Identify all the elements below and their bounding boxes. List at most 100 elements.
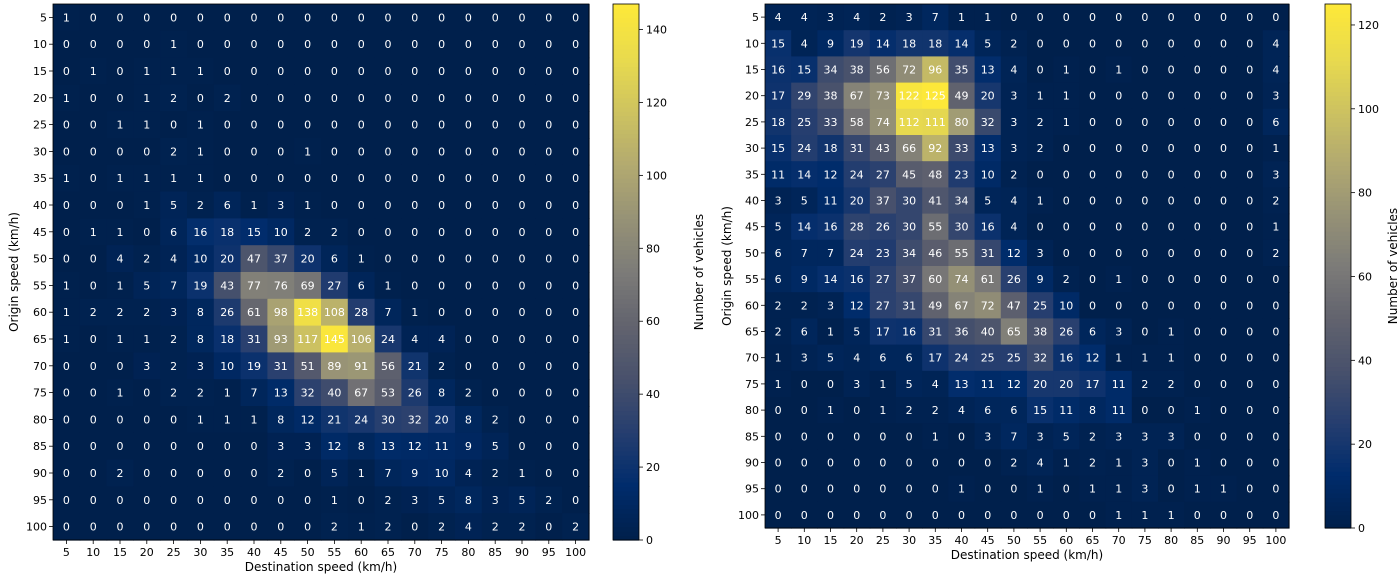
- heatmap-cell: [1053, 82, 1080, 110]
- heatmap-cell: [1105, 135, 1133, 162]
- heatmap-cell: [160, 486, 188, 514]
- cell-value-label: 3: [827, 299, 834, 312]
- heatmap-cell: [1000, 370, 1028, 398]
- colorbar-segment: [613, 388, 639, 394]
- heatmap-cell: [508, 84, 536, 112]
- heatmap-cell: [1131, 56, 1159, 84]
- heatmap-cell: [106, 406, 134, 434]
- cell-value-label: 15: [1033, 404, 1047, 417]
- heatmap-cell: [1262, 292, 1290, 319]
- heatmap-cell: [240, 352, 268, 380]
- cell-value-label: 0: [1115, 247, 1122, 260]
- colorbar-segment: [613, 111, 639, 117]
- heatmap-cell: [401, 4, 429, 32]
- heatmap-cell: [922, 397, 949, 424]
- heatmap-cell: [765, 370, 792, 398]
- cell-value-label: 0: [519, 226, 526, 239]
- cell-value-label: 0: [1168, 247, 1175, 260]
- cell-value-label: 1: [1115, 352, 1122, 365]
- colorbar-segment: [1325, 318, 1351, 324]
- heatmap-cell: [374, 191, 402, 219]
- heatmap-cell: [1131, 187, 1159, 215]
- cell-value-label: 1: [1141, 352, 1148, 365]
- heatmap-cell: [481, 191, 510, 219]
- cell-value-label: 0: [331, 38, 338, 51]
- heatmap-cell: [374, 4, 402, 32]
- cell-value-label: 0: [1272, 299, 1279, 312]
- cell-value-label: 74: [955, 273, 969, 286]
- cell-value-label: 6: [358, 279, 365, 292]
- heatmap-cell: [374, 352, 402, 380]
- colorbar-segment: [1325, 458, 1351, 464]
- cell-value-label: 1: [304, 145, 311, 158]
- y-tick-label: 35: [33, 172, 47, 185]
- heatmap-cell: [508, 432, 536, 461]
- heatmap-cell: [267, 30, 295, 59]
- heatmap-cell: [455, 272, 483, 300]
- heatmap-cell: [53, 218, 81, 246]
- heatmap-cell: [213, 4, 242, 32]
- colorbar-tick-label: 40: [1358, 354, 1372, 367]
- heatmap-cell: [1105, 292, 1133, 319]
- cell-value-label: 0: [251, 467, 258, 480]
- cell-value-label: 2: [197, 199, 204, 212]
- heatmap-cell: [374, 486, 402, 514]
- colorbar-tick-label: 100: [1358, 103, 1379, 116]
- cell-value-label: 2: [1168, 378, 1175, 391]
- cell-value-label: 28: [354, 306, 368, 319]
- cell-value-label: 10: [220, 360, 234, 373]
- cell-value-label: 17: [771, 90, 785, 103]
- heatmap-cell: [160, 352, 188, 380]
- colorbar-segment: [1325, 239, 1351, 245]
- heatmap-cell: [974, 501, 1002, 529]
- colorbar-segment: [1325, 183, 1351, 188]
- colorbar-segment: [1325, 91, 1351, 97]
- heatmap-cell: [481, 164, 510, 193]
- cell-value-label: 0: [492, 226, 499, 239]
- cell-value-label: 0: [1246, 64, 1253, 77]
- cell-value-label: 31: [247, 333, 261, 346]
- heatmap-cell: [240, 379, 268, 407]
- cell-value-label: 0: [1246, 457, 1253, 470]
- heatmap-cell: [1236, 292, 1264, 319]
- heatmap-cell: [1158, 423, 1185, 450]
- heatmap-cell: [267, 191, 295, 219]
- heatmap-cell: [455, 164, 483, 193]
- cell-value-label: 0: [63, 65, 70, 78]
- cell-value-label: 0: [465, 253, 472, 266]
- heatmap-cell: [1131, 239, 1159, 267]
- heatmap-cell: [481, 459, 510, 487]
- cell-value-label: 17: [876, 326, 890, 339]
- colorbar-segment: [613, 477, 639, 483]
- heatmap-cell: [1027, 239, 1054, 267]
- heatmap-cell: [791, 449, 818, 477]
- y-tick-label: 30: [33, 145, 47, 158]
- heatmap-cell: [1053, 449, 1080, 477]
- cell-value-label: 33: [824, 116, 838, 129]
- heatmap-cell: [1158, 213, 1185, 241]
- y-tick-label: 50: [745, 247, 759, 260]
- colorbar-segment: [613, 513, 639, 519]
- heatmap-cell: [535, 218, 563, 246]
- cell-value-label: 3: [1272, 90, 1279, 103]
- heatmap-cell: [869, 82, 897, 110]
- cell-value-label: 1: [197, 119, 204, 132]
- cell-value-label: 3: [1115, 326, 1122, 339]
- y-tick-label: 100: [26, 521, 47, 534]
- heatmap-cell: [1105, 318, 1133, 346]
- cell-value-label: 0: [1220, 116, 1227, 129]
- cell-value-label: 38: [1033, 326, 1047, 339]
- heatmap-cell: [765, 318, 792, 346]
- colorbar-segment: [1325, 392, 1351, 398]
- cell-value-label: 0: [1089, 195, 1096, 208]
- heatmap-cell: [1210, 449, 1238, 477]
- cell-value-label: 2: [519, 521, 526, 534]
- heatmap-cell: [1184, 135, 1211, 162]
- cell-value-label: 0: [572, 65, 579, 78]
- heatmap-cell: [1000, 213, 1028, 241]
- cell-value-label: 1: [1220, 483, 1227, 496]
- x-tick-label: 50: [1007, 534, 1021, 547]
- heatmap-cell: [1053, 30, 1080, 57]
- cell-value-label: 47: [1007, 299, 1021, 312]
